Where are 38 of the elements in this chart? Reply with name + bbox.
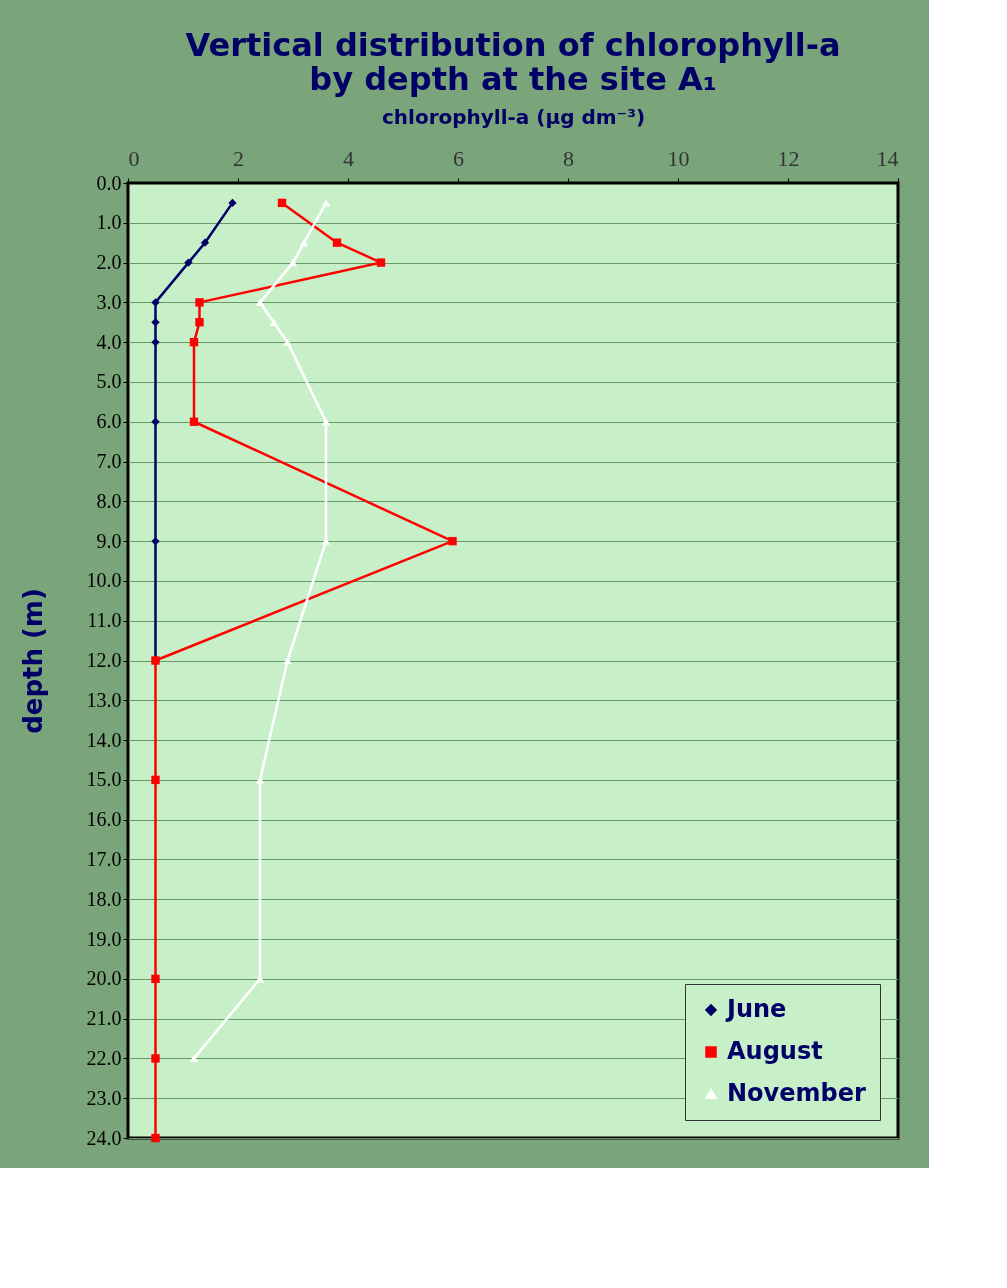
x-tick-label: 2 xyxy=(233,145,244,171)
legend-label: June xyxy=(725,995,787,1023)
x-tick-label: 6 xyxy=(453,145,464,171)
y-tick-label: 2.0 xyxy=(96,251,122,274)
y-tick-label: 3.0 xyxy=(96,290,122,313)
y-tick-label: 18.0 xyxy=(86,887,122,910)
y-tick-label: 1.0 xyxy=(96,211,122,234)
y-tick-label: 17.0 xyxy=(86,847,122,870)
y-tick-label: 20.0 xyxy=(86,967,122,990)
y-tick-label: 11.0 xyxy=(87,609,122,632)
x-tick-label: 0 xyxy=(128,145,140,171)
y-tick-label: 19.0 xyxy=(86,927,122,950)
x-tick-label: 14 xyxy=(876,145,899,171)
y-tick-label: 15.0 xyxy=(86,768,122,791)
x-tick-label: 12 xyxy=(777,145,800,171)
y-tick-label: 0.0 xyxy=(96,171,122,194)
y-tick-label: 10.0 xyxy=(86,569,122,592)
legend-label: August xyxy=(727,1037,823,1065)
x-tick-label: 10 xyxy=(667,145,690,171)
y-tick-label: 9.0 xyxy=(96,529,122,552)
y-axis-title: depth (m) xyxy=(17,588,48,734)
y-tick-label: 7.0 xyxy=(96,450,122,473)
y-tick-label: 4.0 xyxy=(96,330,122,353)
y-tick-label: 24.0 xyxy=(86,1126,122,1149)
y-tick-label: 21.0 xyxy=(86,1007,122,1030)
y-tick-label: 13.0 xyxy=(86,688,122,711)
y-tick-label: 8.0 xyxy=(96,489,122,512)
y-tick-label: 22.0 xyxy=(86,1046,122,1069)
legend-label: November xyxy=(727,1079,866,1107)
y-tick-label: 6.0 xyxy=(96,410,122,433)
y-tick-label: 5.0 xyxy=(96,370,122,393)
y-tick-label: 23.0 xyxy=(86,1086,122,1109)
y-tick-label: 16.0 xyxy=(86,808,122,831)
y-tick-label: 14.0 xyxy=(86,728,122,751)
x-tick-label: 8 xyxy=(563,145,574,171)
x-tick-label: 4 xyxy=(343,145,354,171)
y-tick-label: 12.0 xyxy=(86,649,122,671)
x-axis-title: chlorophyll-a (µg dm⁻³) xyxy=(381,104,646,129)
